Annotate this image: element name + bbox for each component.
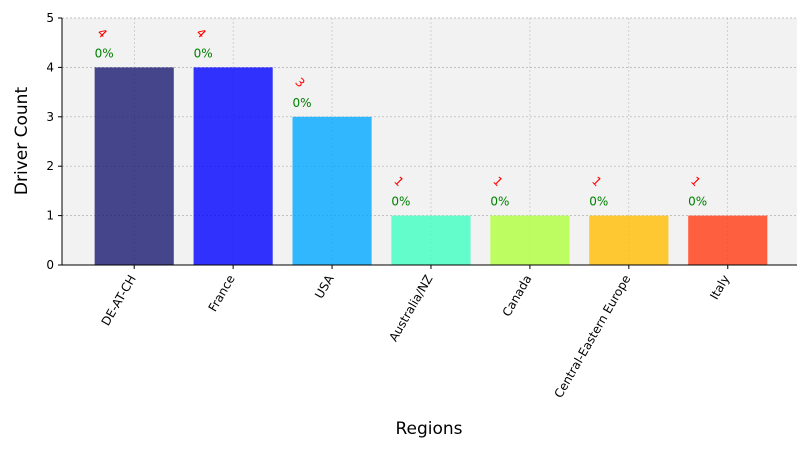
x-axis-label: Regions — [395, 419, 462, 439]
x-tick-label: Canada — [500, 273, 535, 320]
y-axis-label: Driver Count — [12, 87, 32, 196]
x-tick-label: Italy — [707, 273, 732, 303]
y-tick-label: 0 — [46, 258, 54, 272]
x-tick-label: USA — [312, 272, 337, 301]
y-tick-label: 2 — [46, 159, 54, 173]
y-tick-label: 1 — [46, 209, 54, 223]
x-tick-label: Australia/NZ — [386, 273, 435, 344]
bar — [490, 215, 570, 265]
bars — [94, 67, 768, 266]
percent-label: 0% — [490, 195, 509, 209]
bar — [193, 67, 273, 266]
y-axis-ticks: 0 1 2 3 4 5 — [46, 11, 62, 272]
x-axis-ticks: DE-AT-CH France USA Australia/NZ Canada Centr… — [99, 265, 732, 401]
percent-label: 0% — [688, 195, 707, 209]
bar — [391, 215, 471, 265]
bar — [589, 215, 669, 265]
bar — [292, 116, 372, 265]
y-tick-label: 5 — [46, 11, 54, 25]
x-tick-label: France — [206, 273, 238, 315]
y-tick-label: 3 — [46, 110, 54, 124]
y-tick-label: 4 — [46, 60, 54, 74]
bar — [688, 215, 768, 265]
percent-label: 0% — [589, 195, 608, 209]
percent-label: 0% — [292, 96, 311, 110]
bar — [94, 67, 174, 266]
percent-label: 0% — [391, 195, 410, 209]
x-tick-label: Central-Eastern Europe — [551, 273, 633, 401]
percent-label: 0% — [194, 46, 213, 60]
percent-label: 0% — [95, 46, 114, 60]
x-tick-label: DE-AT-CH — [99, 273, 139, 329]
